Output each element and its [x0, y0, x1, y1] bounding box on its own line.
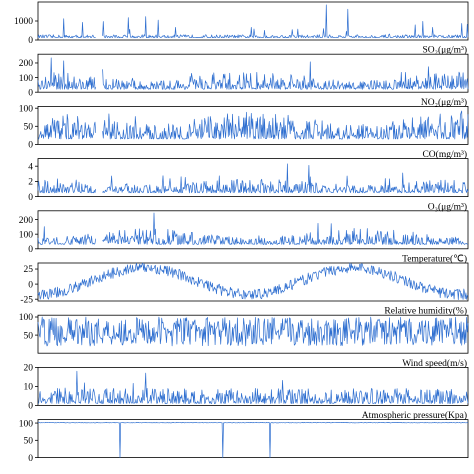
y-tick-label: 10 — [24, 383, 34, 393]
y-tick-label: 50 — [24, 123, 34, 133]
panel-8: Wind speed(m/s) 0 10 20 — [24, 358, 469, 412]
panel-5: O₃(μg/m³) 0 100 200 — [19, 201, 469, 255]
panel-title: O₃(μg/m³) — [428, 201, 467, 212]
series-line — [37, 212, 468, 245]
panel-title: CO(mg/m³) — [422, 149, 467, 160]
y-tick-label: 0 — [28, 88, 33, 98]
y-tick-label: 50 — [24, 437, 34, 447]
series-line — [37, 370, 469, 404]
y-tick-label: 0 — [28, 36, 33, 46]
panel-7: Relative humidity(%) 50 100 — [19, 306, 469, 354]
y-tick-label: 200 — [19, 59, 34, 69]
panel-4: CO(mg/m³) 0 2 4 — [28, 149, 469, 203]
panel-frame — [37, 1, 469, 41]
y-tick-label: 50 — [24, 331, 34, 341]
y-tick-label: 100 — [19, 104, 34, 114]
y-tick-label: 1000 — [14, 17, 33, 27]
panel-frame — [37, 210, 469, 250]
y-tick-label: 20 — [24, 364, 34, 374]
panel-frame — [37, 419, 469, 459]
series-line — [37, 57, 469, 90]
y-tick-label: 0 — [28, 454, 33, 464]
y-tick-label: 0 — [28, 402, 33, 412]
panel-2: SO₂(μg/m³) 0 100 200 — [19, 45, 469, 98]
y-tick-label: 0 — [28, 280, 33, 290]
y-tick-label: 100 — [19, 230, 34, 240]
y-tick-label: 200 — [19, 216, 34, 226]
panel-1: 0 1000 — [14, 1, 469, 46]
panel-title: NO₂(μg/m³) — [421, 97, 467, 108]
series-line — [37, 110, 469, 140]
panel-3: NO₂(μg/m³) 0 50 100 — [19, 97, 469, 151]
y-tick-label: 2 — [28, 178, 33, 188]
y-tick-label: 4 — [28, 162, 33, 172]
series-line — [37, 4, 469, 39]
y-tick-label: 100 — [19, 74, 34, 84]
series-line — [37, 316, 469, 347]
y-tick-label: 25 — [24, 265, 34, 275]
panel-title: Temperature(℃) — [402, 254, 467, 265]
y-tick-label: 0 — [28, 141, 33, 151]
panel-9: Atmospheric pressure(Kpa) 0 50 100 — [19, 410, 469, 464]
y-tick-label: 0 — [28, 193, 33, 203]
panel-6: Temperature(℃) -25 0 25 — [20, 254, 469, 305]
y-tick-label: 100 — [19, 419, 34, 429]
panel-title: Relative humidity(%) — [384, 306, 467, 317]
y-tick-label: -25 — [20, 295, 33, 305]
panel-title: SO₂(μg/m³) — [422, 45, 467, 56]
y-tick-label: 100 — [19, 313, 34, 323]
panel-title: Wind speed(m/s) — [402, 358, 467, 369]
series-line — [37, 262, 469, 300]
series-line — [37, 163, 469, 194]
series-line — [37, 422, 469, 458]
y-tick-label: 0 — [28, 245, 33, 255]
panel-title: Atmospheric pressure(Kpa) — [362, 410, 467, 421]
